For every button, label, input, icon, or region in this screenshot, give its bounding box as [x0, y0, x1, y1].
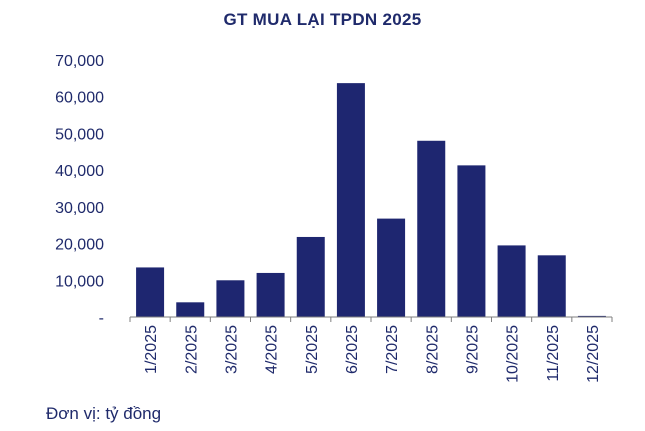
- bar: [577, 315, 606, 317]
- x-tick-label: 12/2025: [585, 325, 602, 383]
- bar: [336, 83, 365, 317]
- bar-series: [136, 83, 606, 317]
- x-tick-label: 8/2025: [424, 325, 441, 374]
- unit-note: Đơn vị: tỷ đồng: [46, 404, 162, 423]
- y-tick-label: -: [99, 310, 104, 327]
- x-tick-label: 7/2025: [384, 325, 401, 374]
- y-tick-label: 20,000: [55, 237, 104, 254]
- x-tick-label: 3/2025: [223, 325, 240, 374]
- y-tick-label: 40,000: [55, 163, 104, 180]
- bar: [497, 245, 526, 317]
- y-tick-label: 60,000: [55, 90, 104, 107]
- y-tick-label: 70,000: [55, 53, 104, 70]
- y-tick-label: 10,000: [55, 273, 104, 290]
- x-tick-label: 10/2025: [505, 325, 522, 383]
- x-tick-label: 1/2025: [143, 325, 160, 374]
- bar: [176, 302, 205, 317]
- chart-title: GT MUA LẠI TPDN 2025: [223, 10, 422, 29]
- x-tick-label: 5/2025: [304, 325, 321, 374]
- bar: [457, 165, 486, 317]
- x-tick-label: 9/2025: [464, 325, 481, 374]
- bar: [537, 255, 566, 317]
- x-tick-label: 2/2025: [183, 325, 200, 374]
- x-tick-label: 4/2025: [264, 325, 281, 374]
- bar: [377, 218, 406, 317]
- bar: [296, 236, 325, 317]
- bar: [216, 280, 245, 317]
- x-tick-label: 6/2025: [344, 325, 361, 374]
- x-tick-label: 11/2025: [545, 325, 562, 382]
- bar: [256, 272, 285, 317]
- y-tick-label: 30,000: [55, 200, 104, 217]
- y-tick-label: 50,000: [55, 126, 104, 143]
- bar: [136, 267, 165, 317]
- y-axis: - 10,000 20,000 30,000 40,000 50,000 60,000 70,…: [55, 53, 104, 327]
- x-axis: 1/2025 2/2025 3/2025 4/2025 5/2025 6/2025 7/20…: [129, 317, 613, 383]
- bar: [417, 140, 446, 317]
